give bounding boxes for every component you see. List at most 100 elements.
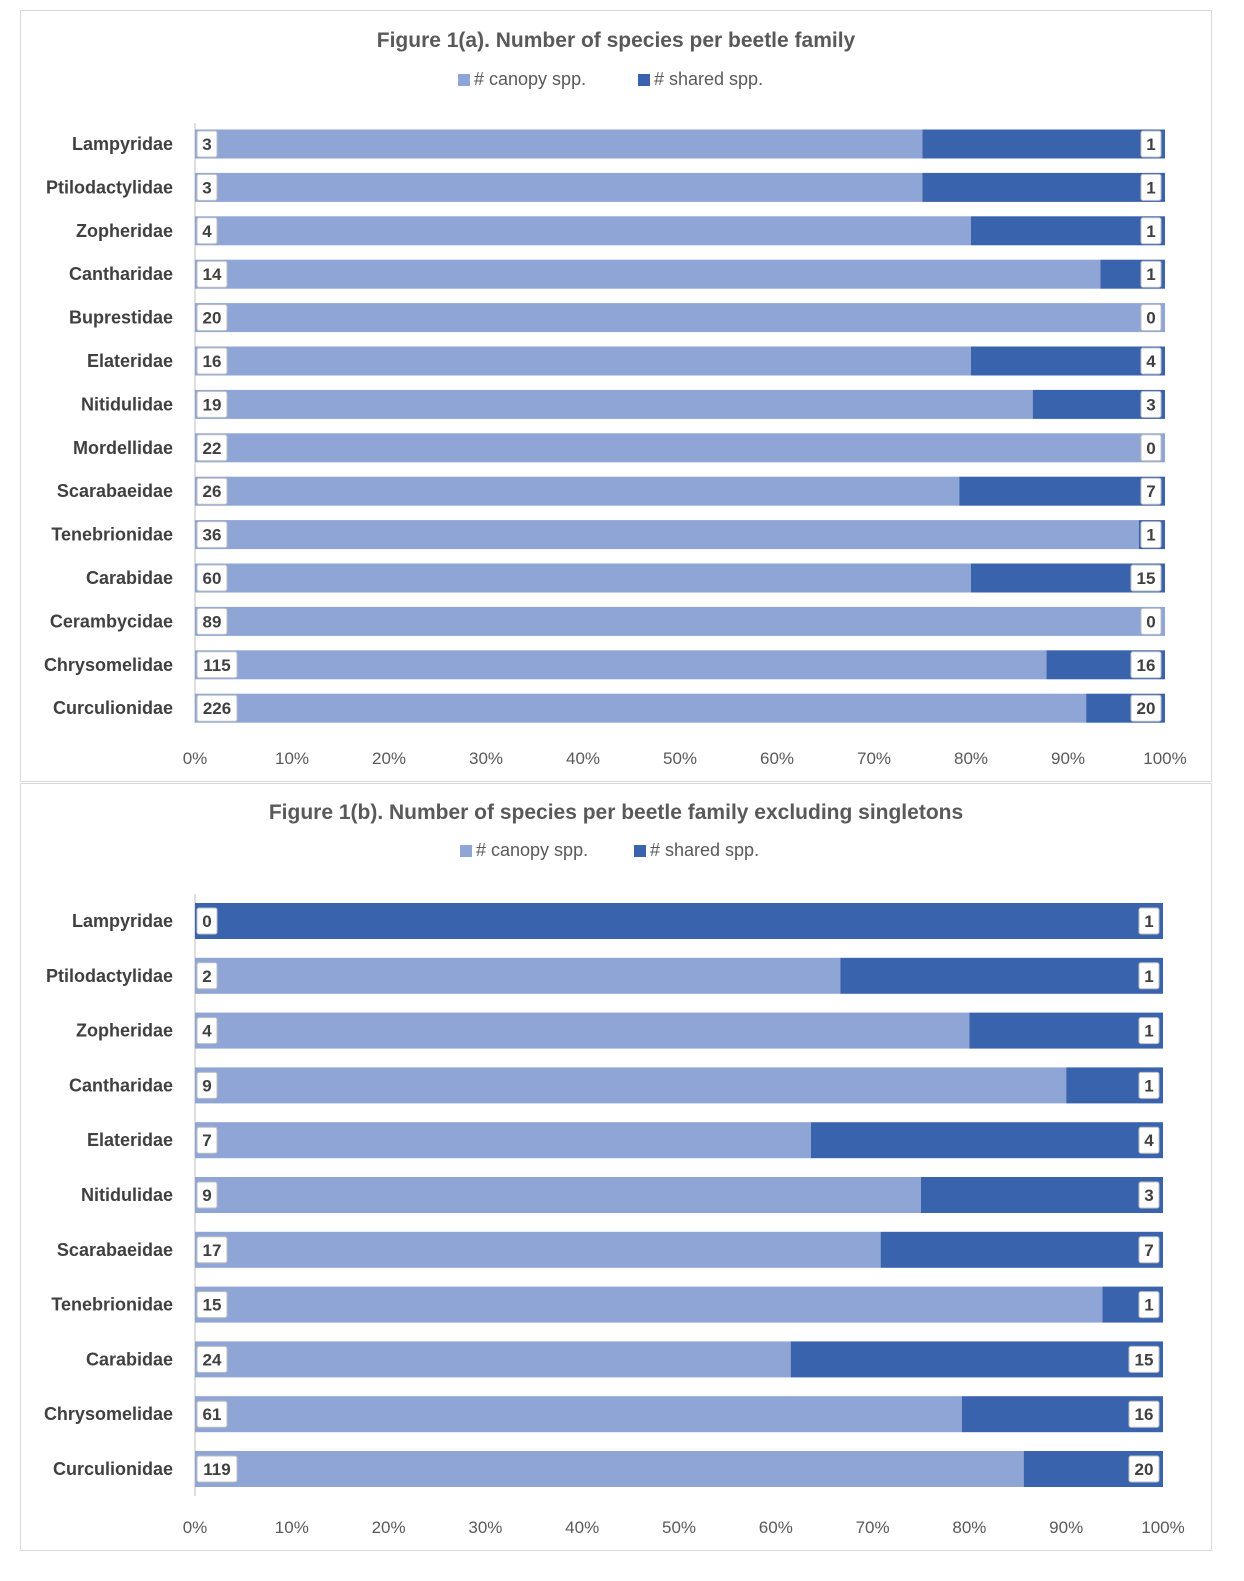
bar-row: Elateridae 7 4	[87, 1122, 1163, 1159]
svg-text:9: 9	[202, 1186, 211, 1205]
data-label-shared: 3	[1138, 1181, 1160, 1209]
svg-text:20: 20	[1135, 1460, 1154, 1479]
category-label: Cantharidae	[69, 264, 173, 284]
bar-canopy	[195, 1396, 962, 1433]
bar-canopy	[195, 520, 1139, 550]
data-label-shared: 1	[1138, 1017, 1160, 1045]
data-label-shared: 1	[1140, 521, 1162, 549]
svg-text:115: 115	[203, 656, 230, 675]
svg-text:4: 4	[202, 222, 212, 241]
bar-canopy	[195, 1451, 1024, 1487]
bar-canopy	[195, 346, 971, 376]
x-tick-label: 0%	[183, 1518, 208, 1537]
data-label-canopy: 20	[196, 304, 228, 332]
category-label: Scarabaeidae	[57, 1240, 173, 1260]
bar-canopy	[195, 303, 1165, 333]
bar-shared	[840, 957, 1163, 994]
category-label: Scarabaeidae	[57, 481, 173, 501]
data-label-shared: 16	[1130, 651, 1162, 679]
x-tick-label: 60%	[759, 1518, 793, 1537]
x-tick-label: 90%	[1051, 749, 1085, 768]
category-label: Chrysomelidae	[44, 1404, 173, 1424]
legend-item-canopy: # canopy spp.	[460, 840, 588, 860]
category-label: Chrysomelidae	[44, 655, 173, 675]
svg-text:1: 1	[1144, 1076, 1153, 1095]
legend-swatch	[638, 74, 650, 86]
legend-item-canopy: # canopy spp.	[458, 69, 586, 89]
bar-row: Scarabaeidae 26 7	[57, 476, 1165, 506]
data-label-canopy: 0	[196, 907, 218, 935]
svg-text:17: 17	[203, 1241, 222, 1260]
bar-canopy	[195, 693, 1087, 723]
svg-text:19: 19	[203, 395, 222, 414]
category-label: Ptilodactylidae	[46, 966, 173, 986]
bar-shared	[971, 216, 1165, 246]
chart-panel-b: Figure 1(b). Number of species per beetl…	[20, 783, 1212, 1551]
category-label: Tenebrionidae	[51, 1295, 173, 1315]
svg-text:1: 1	[1146, 222, 1155, 241]
bar-canopy	[195, 1231, 881, 1268]
data-label-shared: 7	[1138, 1236, 1160, 1264]
data-label-canopy: 60	[196, 564, 228, 592]
x-tick-label: 50%	[662, 1518, 696, 1537]
svg-text:1: 1	[1146, 265, 1155, 284]
data-label-shared: 4	[1138, 1126, 1160, 1154]
bar-canopy	[195, 433, 1165, 463]
data-label-canopy: 17	[196, 1236, 228, 1264]
x-tick-label: 20%	[372, 1518, 406, 1537]
chart-title-a: Figure 1(a). Number of species per beetl…	[377, 29, 856, 52]
svg-text:20: 20	[1137, 699, 1156, 718]
bar-shared	[195, 903, 1163, 939]
data-label-shared: 15	[1130, 564, 1162, 592]
bar-shared	[922, 129, 1165, 159]
data-label-canopy: 15	[196, 1291, 228, 1319]
svg-text:2: 2	[202, 967, 211, 986]
data-label-shared: 4	[1140, 347, 1162, 375]
data-label-shared: 1	[1138, 907, 1160, 935]
bar-row: Ptilodactylidae 3 1	[46, 172, 1165, 202]
bar-canopy	[195, 606, 1165, 636]
data-label-canopy: 16	[196, 347, 228, 375]
bar-canopy	[195, 259, 1101, 289]
svg-text:226: 226	[203, 699, 231, 718]
svg-text:9: 9	[202, 1076, 211, 1095]
x-tick-label: 80%	[954, 749, 988, 768]
svg-text:4: 4	[202, 1022, 212, 1041]
data-label-canopy: 89	[196, 607, 228, 635]
svg-text:7: 7	[1146, 482, 1155, 501]
data-label-shared: 16	[1128, 1400, 1160, 1428]
bar-canopy	[195, 1341, 791, 1378]
svg-text:0: 0	[1146, 439, 1155, 458]
svg-text:1: 1	[1146, 135, 1155, 154]
bar-row: Mordellidae 22 0	[73, 433, 1165, 463]
category-label: Carabidae	[86, 568, 173, 588]
bar-canopy	[195, 650, 1047, 680]
svg-text:1: 1	[1144, 1296, 1153, 1315]
chart-panel-a: Figure 1(a). Number of species per beetl…	[20, 10, 1212, 782]
bar-row: Cantharidae 9 1	[69, 1067, 1163, 1104]
bar-shared	[811, 1122, 1163, 1159]
legend-label: # shared spp.	[650, 840, 759, 860]
bar-canopy	[195, 172, 923, 202]
bar-row: Nitidulidae 9 3	[81, 1177, 1163, 1213]
x-tick-label: 70%	[857, 749, 891, 768]
data-label-canopy: 26	[196, 477, 228, 505]
legend-swatch	[460, 845, 472, 857]
data-label-canopy: 36	[196, 521, 228, 549]
chart-title-b: Figure 1(b). Number of species per beetl…	[269, 801, 963, 824]
svg-text:22: 22	[203, 439, 222, 458]
category-label: Lampyridae	[72, 911, 173, 931]
svg-text:26: 26	[203, 482, 222, 501]
chart-b-svg: Figure 1(b). Number of species per beetl…	[44, 801, 1185, 1537]
x-tick-label: 80%	[952, 1518, 986, 1537]
bar-row: Curculionidae 119 20	[53, 1451, 1163, 1487]
legend-label: # shared spp.	[654, 69, 763, 89]
category-label: Curculionidae	[53, 698, 173, 718]
data-label-canopy: 19	[196, 390, 228, 418]
legend-label: # canopy spp.	[474, 69, 586, 89]
data-label-canopy: 61	[196, 1400, 228, 1428]
data-label-canopy: 119	[196, 1455, 238, 1483]
bar-shared	[880, 1231, 1163, 1268]
x-tick-label: 90%	[1049, 1518, 1083, 1537]
data-label-canopy: 14	[196, 260, 228, 288]
